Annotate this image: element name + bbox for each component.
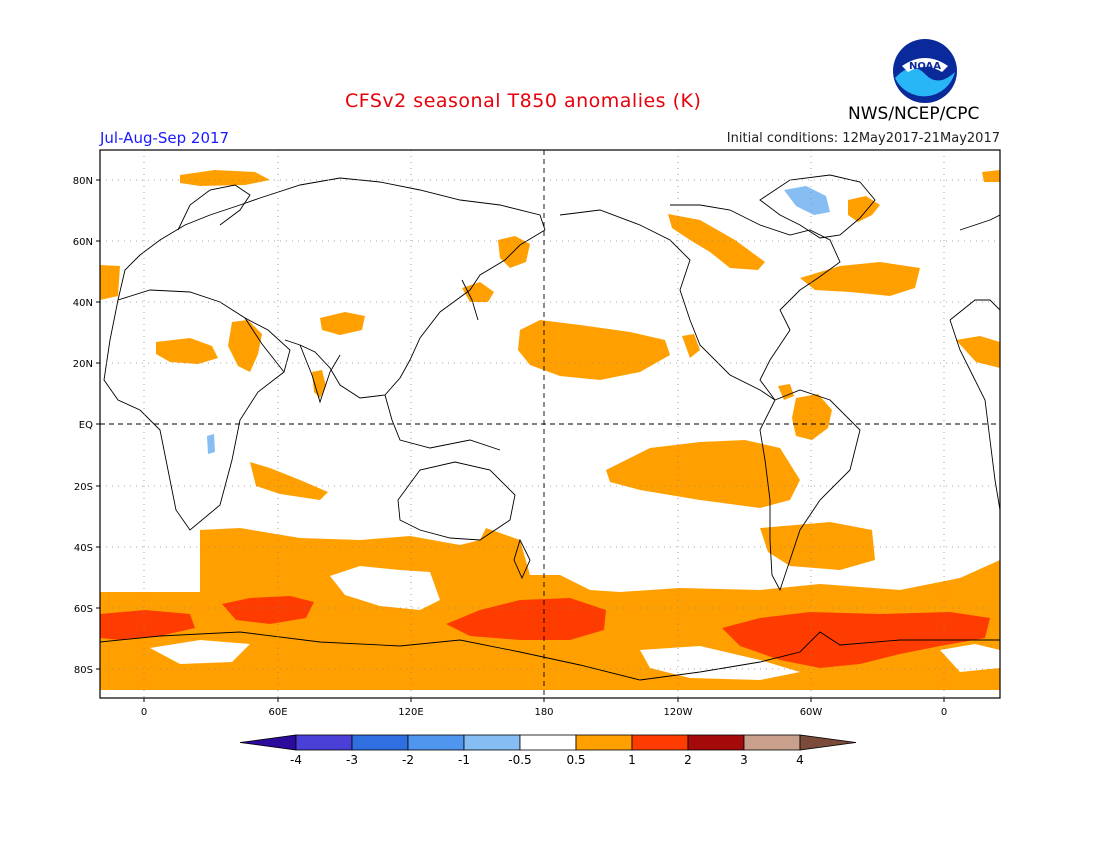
strong-anomaly-south-indian (222, 596, 314, 624)
longitude-labels: 0 60E 120E 180 120W 60W 0 (141, 707, 947, 718)
warm-anomaly-north-atlantic (800, 262, 920, 296)
strong-anomaly-bellingshausen (722, 612, 990, 668)
warm-anomaly-caribbean (778, 384, 794, 400)
coast-greenland (759, 174, 876, 239)
colorbar-label: -2 (402, 753, 414, 767)
lat-label: 40S (74, 543, 93, 554)
colorbar-swatch (351, 734, 409, 751)
colorbar-label: -0.5 (508, 753, 531, 767)
coast-japan (461, 279, 479, 321)
colorbar-arrow-high (799, 734, 857, 751)
strong-anomaly-ross-sea (446, 598, 606, 640)
coast-new-zealand (513, 538, 531, 580)
coast-seasia (384, 394, 501, 451)
colorbar-swatch (463, 734, 521, 751)
lat-label: 20S (74, 482, 93, 493)
lat-label: 60S (74, 604, 93, 615)
season-label: Jul-Aug-Sep 2017 (100, 129, 230, 147)
lat-label: 80N (73, 176, 93, 187)
colorbar-swatch (407, 734, 465, 751)
coast-north-america (559, 204, 841, 401)
lon-label: 60E (268, 707, 287, 718)
colorbar: -4 -3 -2 -1 -0.5 0.5 1 2 3 4 (239, 734, 857, 767)
colorbar-label: -4 (290, 753, 302, 767)
lon-label: 120E (398, 707, 423, 718)
neutral-gap-antarctic-east (940, 644, 1000, 672)
colorbar-arrow-low (239, 734, 297, 751)
gridlines (100, 150, 1000, 698)
coast-africa (103, 289, 285, 531)
warm-anomaly-sahara (156, 338, 218, 364)
coast-scandinavia (177, 184, 251, 231)
warm-anomaly-greenland (848, 196, 880, 222)
neutral-gap-antarctic-west (150, 640, 250, 664)
warm-anomaly-central-asia (320, 312, 365, 335)
colorbar-swatch (631, 734, 689, 751)
lat-label: 80S (74, 665, 93, 676)
coast-europe-east (959, 214, 1000, 231)
warm-anomaly-south-pacific (606, 440, 800, 508)
colorbar-label: 0.5 (566, 753, 585, 767)
lat-label: EQ (79, 420, 93, 431)
lat-label: 20N (73, 359, 93, 370)
warm-anomaly-north-pacific (518, 320, 670, 380)
cool-anomaly-east-africa (207, 434, 215, 454)
colorbar-label: -1 (458, 753, 470, 767)
warm-anomaly-atlantic-east (956, 336, 1000, 368)
warm-anomaly-mexico (682, 334, 700, 358)
lon-label: 0 (141, 707, 147, 718)
coast-antarctica (100, 631, 1000, 681)
coast-asia-east (284, 229, 546, 399)
warm-anomaly-arctic-east (982, 170, 1000, 182)
noaa-logo: NOAA (893, 39, 957, 103)
colorbar-label: 2 (684, 753, 692, 767)
coast-australia (397, 461, 516, 541)
warm-anomaly-arabia (228, 320, 262, 372)
lat-label: 60N (73, 237, 93, 248)
lon-label: 180 (534, 707, 553, 718)
agency-label: NWS/NCEP/CPC (848, 104, 980, 124)
warm-anomaly-west-africa-edge (100, 265, 120, 300)
coast-europe (117, 197, 261, 301)
warm-anomaly-canada (668, 214, 765, 270)
warm-anomaly-indian-ocean (250, 462, 328, 500)
colorbar-label: -3 (346, 753, 358, 767)
coast-india (299, 344, 341, 404)
coast-south-america (759, 389, 861, 592)
initial-conditions-label: Initial conditions: 12May2017-21May2017 (726, 131, 1000, 146)
coast-asia-north (259, 177, 546, 231)
chart-title: CFSv2 seasonal T850 anomalies (K) (345, 90, 702, 112)
axis-ticks (96, 179, 945, 702)
latitude-labels: 80N 60N 40N 20N EQ 20S 40S 60S 80S (73, 176, 93, 676)
colorbar-label: 3 (740, 753, 748, 767)
colorbar-label: 4 (796, 753, 804, 767)
coast-arabia (244, 317, 291, 373)
strong-anomaly-weddell (100, 610, 195, 640)
coast-africa-west-wrap (949, 319, 1000, 511)
warm-anomaly-arctic-west (180, 170, 270, 186)
cool-anomaly-greenland (784, 186, 830, 215)
anomaly-shading (100, 170, 1000, 690)
neutral-gap-pacific-sector (640, 646, 800, 680)
colorbar-swatch (519, 734, 577, 751)
neutral-gap-indian-sector (330, 566, 440, 610)
lon-label: 0 (941, 707, 947, 718)
colorbar-swatch (687, 734, 745, 751)
warm-anomaly-south-atlantic (760, 522, 875, 570)
lon-label: 60W (800, 707, 823, 718)
lon-label: 120W (664, 707, 693, 718)
colorbar-swatch (743, 734, 801, 751)
coast-africa-east (949, 299, 1000, 321)
colorbar-swatch (295, 734, 353, 751)
colorbar-swatch (575, 734, 633, 751)
lat-label: 40N (73, 298, 93, 309)
warm-anomaly-amazon (792, 394, 832, 440)
coastlines (100, 174, 1000, 681)
warm-anomaly-india (312, 370, 326, 398)
logo-text: NOAA (909, 61, 941, 72)
colorbar-label: 1 (628, 753, 636, 767)
